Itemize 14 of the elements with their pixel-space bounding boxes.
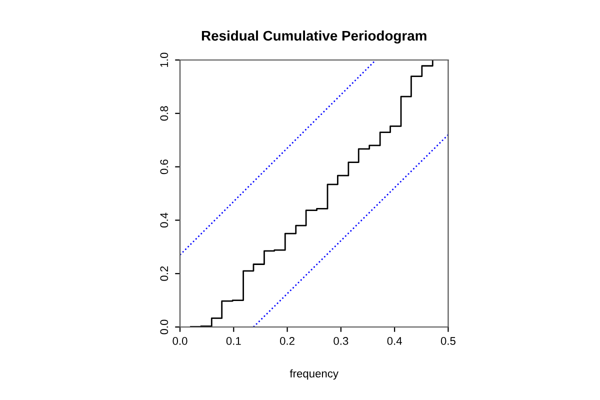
y-tick-label: 0.8: [160, 106, 168, 121]
x-tick-label: 0.2: [280, 337, 294, 345]
y-tick-label: 0.0: [160, 320, 168, 334]
x-tick-label: 0.4: [387, 337, 402, 345]
x-axis-title: frequency: [290, 369, 338, 380]
x-tick-label: 0.5: [440, 337, 456, 345]
y-tick-label: 1.0: [160, 52, 168, 67]
chart-title: Residual Cumulative Periodogram: [202, 30, 426, 44]
y-tick-label: 0.6: [160, 160, 168, 174]
x-tick-label: 0.3: [334, 337, 348, 345]
y-tick-label: 0.2: [160, 266, 168, 281]
x-tick-label: 0.1: [226, 337, 241, 345]
x-tick-label: 0.0: [172, 337, 188, 345]
y-tick-label: 0.4: [160, 212, 168, 228]
